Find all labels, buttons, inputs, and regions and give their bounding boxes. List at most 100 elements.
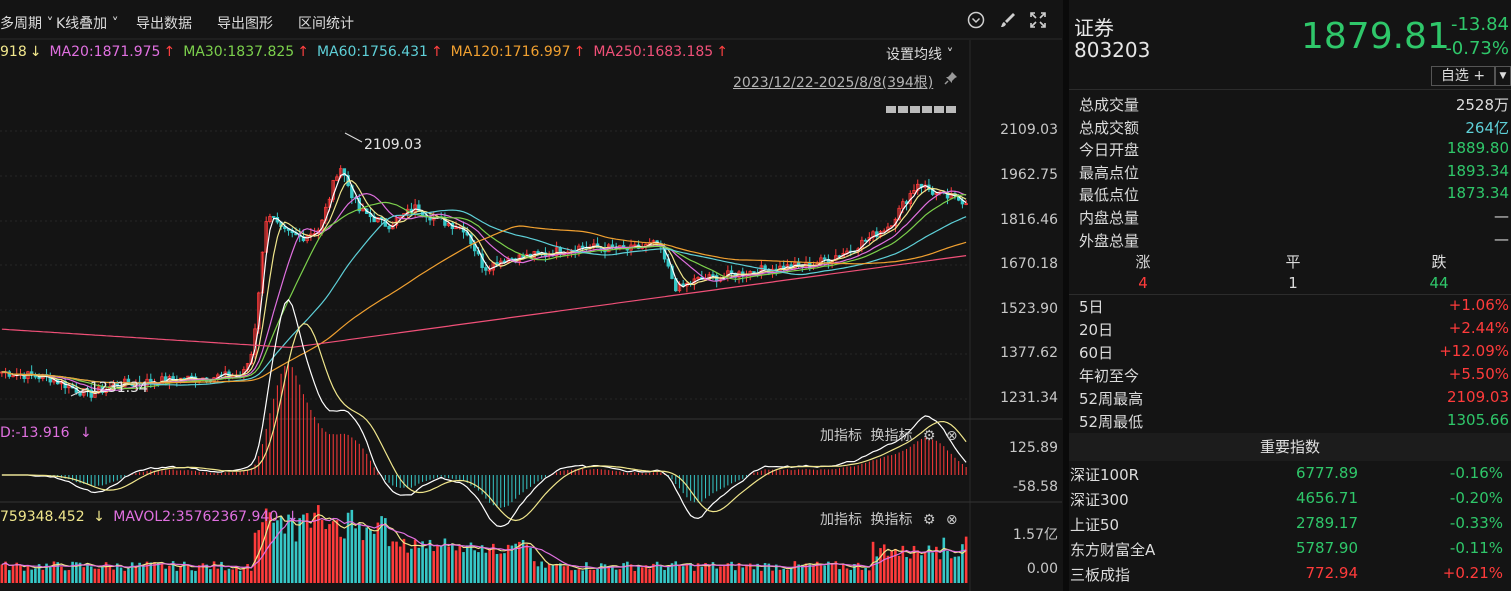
volume-bar (227, 568, 231, 583)
ma-trend-arrow: ↑ (163, 44, 176, 60)
volume-bar (376, 522, 380, 583)
add-indicator-button[interactable]: 加指标 (820, 512, 862, 528)
volume-bar (849, 569, 853, 583)
volume-bar (104, 562, 108, 583)
volume-bar (335, 520, 339, 583)
overlay-menu[interactable]: K线叠加 ˅ (56, 16, 119, 32)
index-row[interactable]: 深证300 4656.71 -0.20% (1069, 489, 1511, 513)
volume-bar (93, 568, 97, 583)
volume-bar (786, 569, 789, 583)
volume-bar (294, 541, 298, 583)
vol-arrow-b: ↓ (286, 509, 299, 525)
volume-bar (52, 561, 56, 583)
volume-bar (320, 519, 324, 583)
scroll-handle (934, 106, 944, 113)
volume-legend: 759348.452 ↓ MAVOL2:35762367.940 ↓ (0, 509, 298, 525)
brush-icon[interactable] (999, 11, 1017, 33)
switch-indicator-button[interactable]: 换指标 (870, 428, 913, 444)
volume-bar (413, 539, 417, 583)
index-price: 5787.90 (1295, 539, 1358, 557)
pin-icon[interactable] (944, 71, 958, 89)
price-tick-label: 1523.90 (1000, 301, 1058, 317)
index-name: 深证100R (1070, 466, 1140, 484)
high-annotation: 2109.03 (364, 137, 422, 153)
volume-bar (380, 516, 383, 583)
volume-bar (287, 514, 290, 583)
volume-bar (685, 563, 689, 583)
price-tick-label: 1962.75 (1000, 167, 1058, 183)
candle-body (822, 257, 827, 260)
volume-bar (856, 562, 860, 583)
ma30-line (1, 194, 967, 390)
volume-bar (395, 541, 398, 583)
index-row[interactable]: 深证100R 6777.89 -0.16% (1069, 464, 1511, 488)
switch-indicator-button[interactable]: 换指标 (870, 512, 913, 528)
candle-body (268, 216, 272, 223)
candle-body (223, 371, 227, 376)
volume-bar (503, 553, 506, 583)
index-row[interactable]: 东方财富全A 5787.90 -0.11% (1069, 539, 1511, 563)
close-icon[interactable]: ⊗ (945, 512, 958, 528)
export-data-button[interactable]: 导出数据 (136, 16, 192, 32)
volume-bar (160, 563, 164, 583)
volume-bar (670, 563, 674, 583)
separator (1069, 89, 1511, 90)
volume-bar (421, 541, 424, 583)
date-range-label[interactable]: 2023/12/22-2025/8/8(394根) (733, 75, 934, 91)
dropdown-circle-icon[interactable] (967, 11, 985, 33)
index-row[interactable]: 上证50 2789.17 -0.33% (1069, 514, 1511, 538)
adv-flat-label: 平 (1285, 253, 1301, 271)
volume-bar (283, 533, 287, 583)
perf-row: 60日 +12.09% (1079, 342, 1509, 364)
perf-row: 52周最低 1305.66 (1079, 411, 1509, 433)
period-menu[interactable]: 多周期 ˅ (0, 16, 54, 32)
add-favorite-button[interactable]: 自选 + (1431, 66, 1495, 86)
candle-body (67, 385, 71, 389)
volume-bar (261, 522, 264, 583)
gear-icon[interactable]: ⚙ (922, 428, 936, 444)
fullscreen-icon[interactable] (1029, 11, 1047, 33)
volume-bar (655, 561, 659, 583)
chevron-down-icon[interactable]: ▼ (1495, 66, 1511, 86)
stat-value: 2528万 (1455, 96, 1509, 114)
volume-bar (469, 542, 473, 583)
volume-bar (830, 563, 834, 583)
ma-legend-item: MA120:1716.997 (450, 44, 571, 60)
volume-bar (532, 561, 536, 583)
volume-bar (372, 533, 376, 583)
stat-row: 今日开盘 1889.80 (1079, 139, 1509, 161)
stat-value: — (1494, 229, 1509, 248)
kline-chart[interactable]: 2109.03 1231.34 (0, 0, 1063, 591)
volume-bar (640, 567, 644, 583)
volume-bar (882, 544, 886, 583)
volume-bar (465, 545, 469, 583)
candle-body (357, 197, 361, 212)
volume-bar (190, 570, 194, 583)
candle-body (536, 251, 540, 254)
separator (1069, 294, 1511, 295)
stat-label: 内盘总量 (1079, 209, 1140, 227)
candle-body (379, 217, 384, 219)
volume-bar (782, 568, 786, 583)
volume-bar (179, 566, 182, 583)
quote-panel: 证券 803203 1879.81 -13.84 -0.73% 自选 + ▼ 总… (1069, 0, 1511, 591)
range-stats-button[interactable]: 区间统计 (298, 16, 354, 32)
export-graph-button[interactable]: 导出图形 (217, 16, 273, 32)
vol-tick-bottom: 0.00 (1026, 561, 1058, 577)
volume-bar (905, 557, 908, 583)
volume-bar (879, 548, 882, 583)
index-row[interactable]: 三板成指 772.94 +0.21% (1069, 564, 1511, 588)
set-ma-button[interactable]: 设置均线 ˅ (886, 47, 954, 63)
gear-icon[interactable]: ⚙ (922, 512, 936, 528)
volume-bar (26, 564, 30, 583)
volume-bar (797, 564, 800, 583)
volume-bar (272, 522, 275, 583)
close-icon[interactable]: ⊗ (945, 428, 958, 444)
volume-bar (756, 563, 759, 583)
index-name: 三板成指 (1070, 566, 1131, 584)
volume-bar (853, 564, 856, 583)
add-indicator-button[interactable]: 加指标 (820, 428, 862, 444)
volume-bar (719, 566, 722, 583)
security-name: 证券 (1074, 16, 1114, 40)
volume-bar (473, 550, 476, 583)
